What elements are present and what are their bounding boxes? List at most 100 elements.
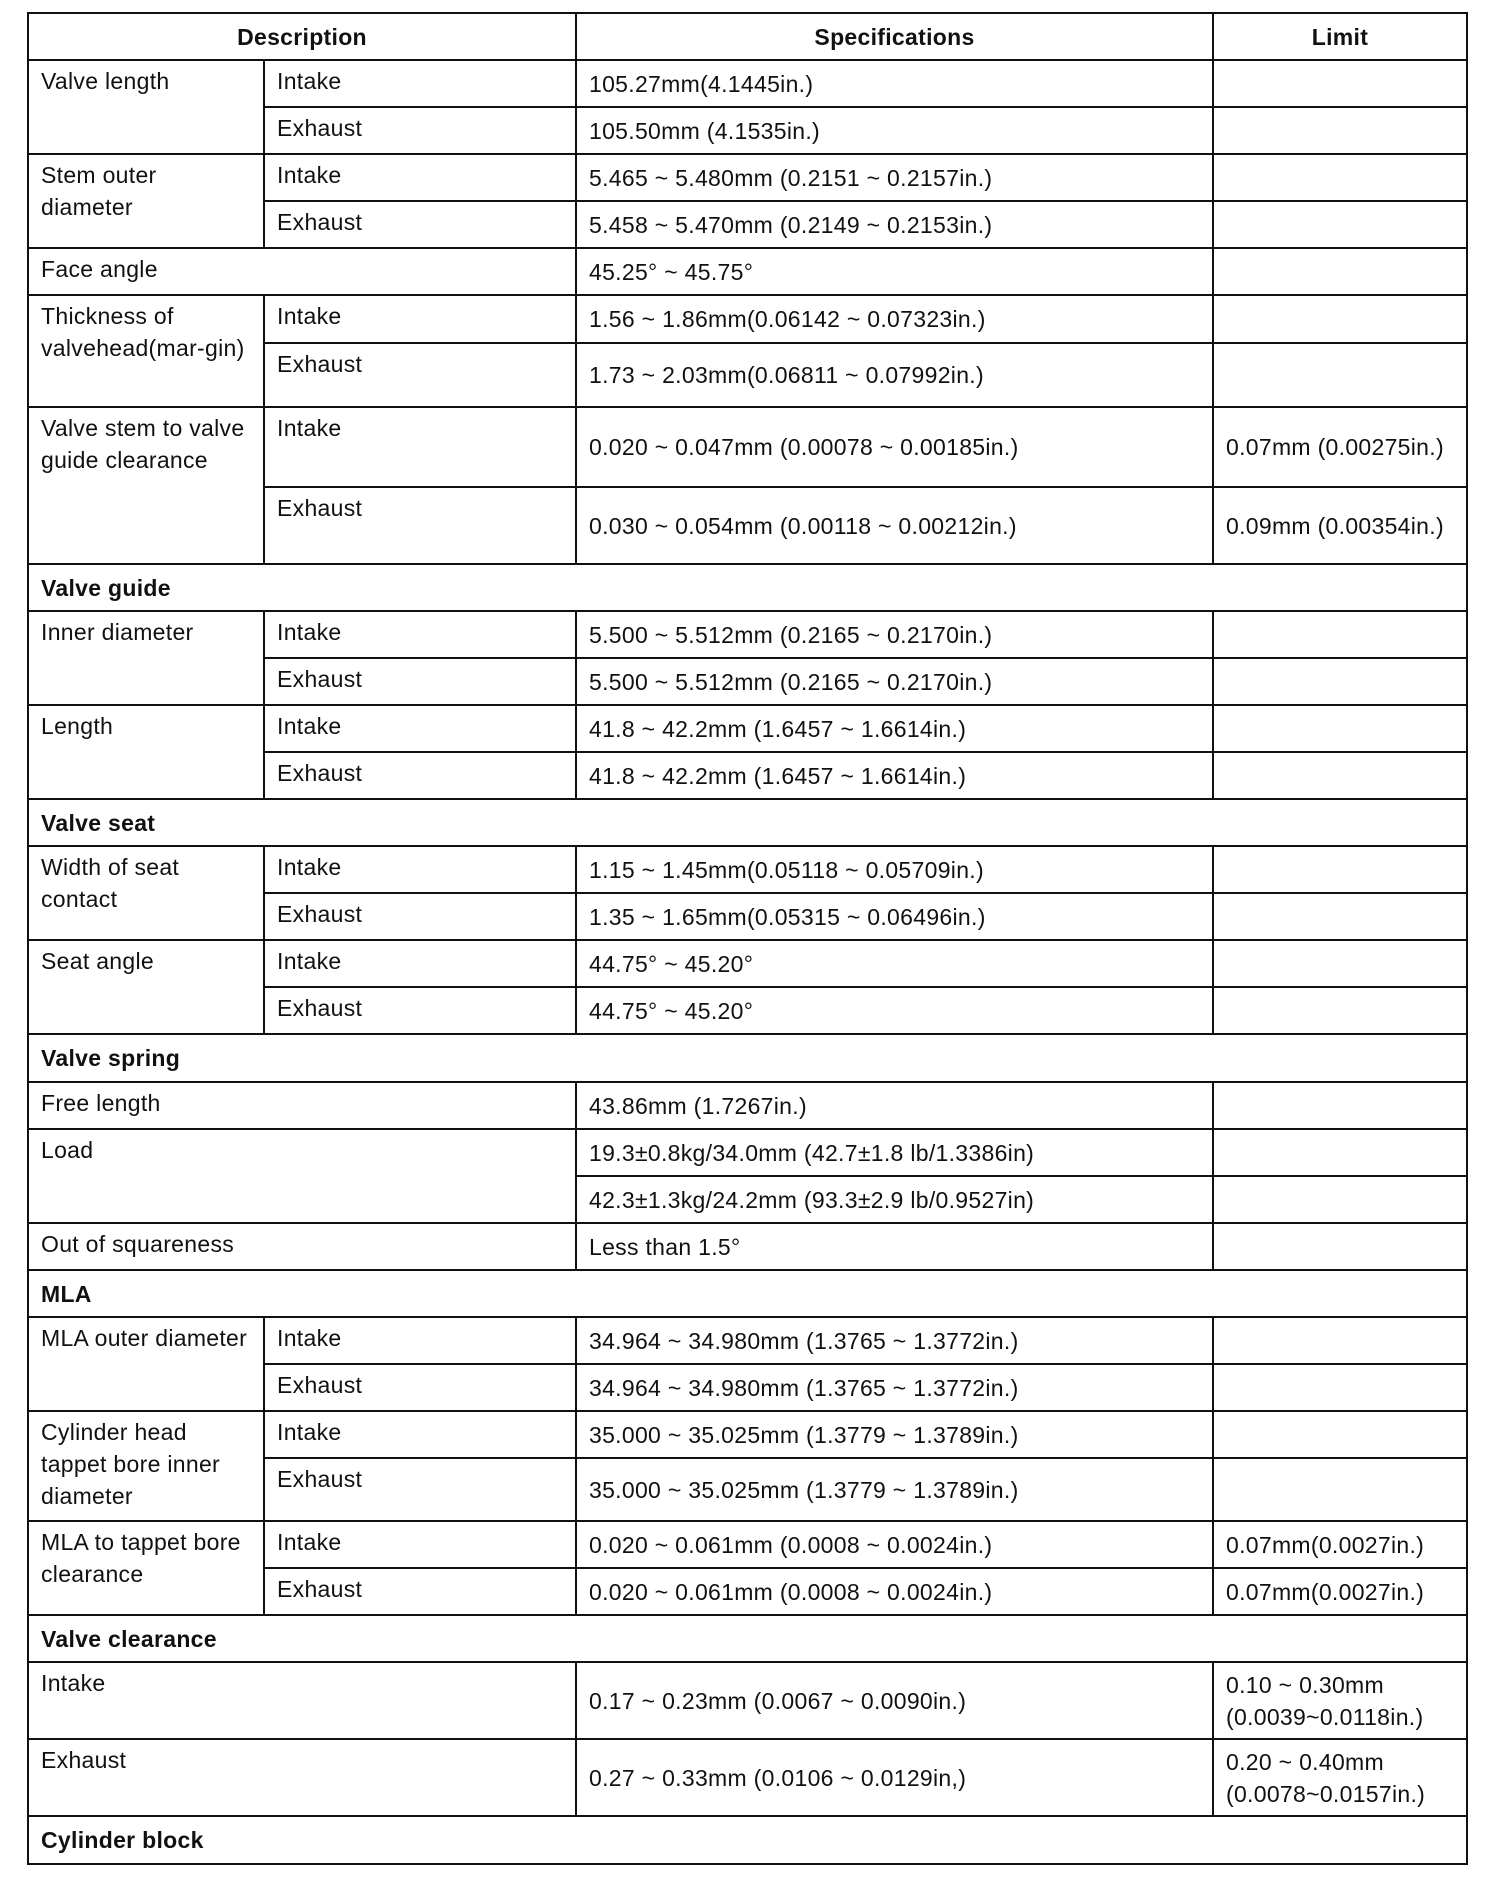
description-cell: Inner diameter (27, 610, 265, 706)
section-row: Cylinder block (27, 1815, 1468, 1865)
subtype-cell: Intake (263, 939, 577, 988)
table-row: Length Intake 41.8 ~ 42.2mm (1.6457 ~ 1.66… (27, 704, 1468, 800)
table-row: Valve length Intake 105.27mm(4.1445in.) (27, 59, 1468, 155)
table-row: Exhaust 0.27 ~ 0.33mm (0.0106 ~ 0.0129in,… (27, 1738, 1468, 1817)
specification-cell: 0.020 ~ 0.047mm (0.00078 ~ 0.00185in.) (575, 406, 1214, 488)
valve-specifications-table: Description Specifications Limit Valve l… (27, 12, 1468, 1865)
specification-cell: 5.465 ~ 5.480mm (0.2151 ~ 0.2157in.) (575, 153, 1214, 202)
table-row: Intake 0.17 ~ 0.23mm (0.0067 ~ 0.0090in.)… (27, 1661, 1468, 1740)
section-heading: Valve guide (27, 563, 1468, 612)
description-cell: MLA outer diameter (27, 1316, 265, 1412)
subtype-cell: Intake (263, 1316, 577, 1365)
limit-cell (1212, 986, 1468, 1035)
section-row: Valve spring (27, 1033, 1468, 1083)
subtype-cell: Exhaust (263, 486, 577, 565)
description-cell: Seat angle (27, 939, 265, 1035)
limit-cell: 0.07mm(0.0027in.) (1212, 1520, 1468, 1569)
specification-cell: 0.17 ~ 0.23mm (0.0067 ~ 0.0090in.) (575, 1661, 1214, 1740)
limit-cell (1212, 1410, 1468, 1459)
table-row: MLA outer diameter Intake 34.964 ~ 34.980m… (27, 1316, 1468, 1412)
description-cell: Out of squareness (27, 1222, 577, 1271)
table-row: Exhaust 1.35 ~ 1.65mm(0.05315 ~ 0.06496in… (28, 892, 1468, 941)
specification-cell: 5.500 ~ 5.512mm (0.2165 ~ 0.2170in.) (575, 657, 1214, 706)
specification-cell: 0.27 ~ 0.33mm (0.0106 ~ 0.0129in,) (575, 1738, 1214, 1817)
description-cell: Free length (27, 1081, 577, 1130)
specification-cell: 1.35 ~ 1.65mm(0.05315 ~ 0.06496in.) (575, 892, 1214, 941)
limit-cell (1212, 1316, 1468, 1365)
specification-cell: 35.000 ~ 35.025mm (1.3779 ~ 1.3789in.) (575, 1410, 1214, 1459)
limit-cell (1212, 1363, 1468, 1412)
table-row: Valve stem to valve guide clearance Intak… (27, 406, 1468, 565)
subtype-cell: Exhaust (263, 1363, 577, 1412)
limit-cell (1212, 892, 1468, 941)
specification-cell: 42.3±1.3kg/24.2mm (93.3±2.9 lb/0.9527in) (575, 1175, 1214, 1224)
subtype-cell: Exhaust (263, 342, 577, 408)
section-row: Valve seat (27, 798, 1468, 847)
description-cell: Intake (27, 1661, 577, 1740)
limit-cell (1212, 610, 1468, 659)
section-row: Valve clearance (27, 1614, 1468, 1663)
subtype-cell: Intake (263, 59, 577, 108)
specification-cell: 34.964 ~ 34.980mm (1.3765 ~ 1.3772in.) (575, 1363, 1214, 1412)
limit-cell (1212, 200, 1468, 249)
subtype-cell: Intake (263, 704, 577, 753)
limit-cell (1212, 59, 1468, 108)
table-row: Face angle 45.25° ~ 45.75° (27, 247, 1468, 296)
limit-cell: 0.10 ~ 0.30mm (0.0039~0.0118in.) (1212, 1661, 1468, 1740)
table-row: Thickness of valvehead(mar-gin) Intake 1.5… (27, 294, 1468, 408)
section-heading: Valve seat (27, 798, 1468, 847)
table-row: Inner diameter Intake 5.500 ~ 5.512mm (0.2… (27, 610, 1468, 706)
description-header: Description (27, 12, 577, 61)
subtype-cell: Exhaust (263, 986, 577, 1035)
section-heading: Valve spring (27, 1033, 1468, 1083)
specifications-header: Specifications (575, 12, 1214, 61)
table-row: Seat angle Intake 44.75° ~ 45.20° (27, 939, 1468, 1035)
description-cell: Valve stem to valve guide clearance (27, 406, 265, 565)
table-row: Exhaust 5.458 ~ 5.470mm (0.2149 ~ 0.2153i… (28, 200, 1468, 249)
specification-cell: 35.000 ~ 35.025mm (1.3779 ~ 1.3789in.) (575, 1457, 1214, 1522)
subtype-cell: Intake (263, 406, 577, 488)
specification-cell: 44.75° ~ 45.20° (575, 939, 1214, 988)
table-row: Load 19.3±0.8kg/34.0mm (42.7±1.8 lb/1.338… (27, 1128, 1468, 1224)
subtype-cell: Intake (263, 294, 577, 344)
limit-cell (1212, 751, 1468, 800)
subtype-cell: Intake (263, 1520, 577, 1569)
subtype-cell: Intake (263, 610, 577, 659)
subtype-cell: Exhaust (263, 106, 577, 155)
description-cell: Width of seat contact (27, 845, 265, 941)
limit-cell (1212, 657, 1468, 706)
specification-cell: 1.15 ~ 1.45mm(0.05118 ~ 0.05709in.) (575, 845, 1214, 894)
description-cell: Thickness of valvehead(mar-gin) (27, 294, 265, 408)
limit-cell: 0.07mm (0.00275in.) (1212, 406, 1468, 488)
limit-cell (1212, 1457, 1468, 1522)
table-row: Exhaust 41.8 ~ 42.2mm (1.6457 ~ 1.6614in.… (28, 751, 1468, 800)
specification-cell: 1.56 ~ 1.86mm(0.06142 ~ 0.07323in.) (575, 294, 1214, 344)
table-row: Cylinder head tappet bore inner diameter… (27, 1410, 1468, 1522)
specification-cell: 43.86mm (1.7267in.) (575, 1081, 1214, 1130)
description-cell: Length (27, 704, 265, 800)
table-row: Free length 43.86mm (1.7267in.) (27, 1081, 1468, 1130)
specification-cell: 45.25° ~ 45.75° (575, 247, 1214, 296)
limit-cell (1212, 1222, 1468, 1271)
subtype-cell: Intake (263, 845, 577, 894)
table-row: Exhaust 105.50mm (4.1535in.) (28, 106, 1468, 155)
limit-cell (1212, 704, 1468, 753)
specification-cell: 44.75° ~ 45.20° (575, 986, 1214, 1035)
table-row: Exhaust 5.500 ~ 5.512mm (0.2165 ~ 0.2170i… (28, 657, 1468, 706)
specification-cell: 5.458 ~ 5.470mm (0.2149 ~ 0.2153in.) (575, 200, 1214, 249)
limit-cell (1212, 106, 1468, 155)
specification-cell: 19.3±0.8kg/34.0mm (42.7±1.8 lb/1.3386in) (575, 1128, 1214, 1177)
limit-cell (1212, 342, 1468, 408)
specification-cell: 1.73 ~ 2.03mm(0.06811 ~ 0.07992in.) (575, 342, 1214, 408)
header-row: Description Specifications Limit (27, 12, 1468, 61)
table-row: MLA to tappet bore clearance Intake 0.020 … (27, 1520, 1468, 1616)
specification-cell: 34.964 ~ 34.980mm (1.3765 ~ 1.3772in.) (575, 1316, 1214, 1365)
table-row: Exhaust 0.030 ~ 0.054mm (0.00118 ~ 0.0021… (28, 486, 1468, 565)
description-cell: Load (27, 1128, 577, 1224)
table-row: Exhaust 1.73 ~ 2.03mm(0.06811 ~ 0.07992in… (28, 342, 1468, 408)
specification-cell: 0.020 ~ 0.061mm (0.0008 ~ 0.0024in.) (575, 1520, 1214, 1569)
subtype-cell: Exhaust (263, 1567, 577, 1616)
limit-cell (1212, 939, 1468, 988)
table-row: Exhaust 0.020 ~ 0.061mm (0.0008 ~ 0.0024i… (28, 1567, 1468, 1616)
specification-cell: 41.8 ~ 42.2mm (1.6457 ~ 1.6614in.) (575, 704, 1214, 753)
